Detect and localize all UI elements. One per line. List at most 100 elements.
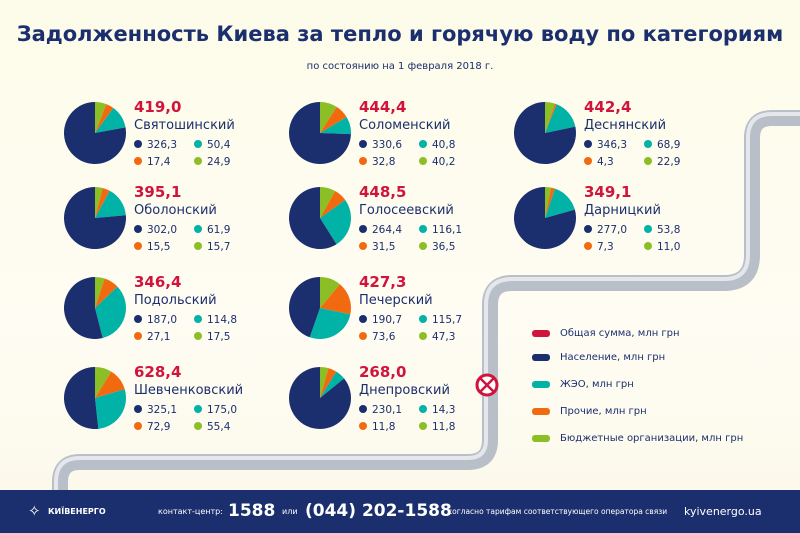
pie-slice-other	[545, 103, 557, 133]
legend-swatch-icon	[532, 354, 550, 361]
value-budget: 24,9	[194, 156, 230, 168]
pie-slice-zheo	[320, 371, 345, 398]
value-budget: 55,4	[194, 421, 230, 433]
other-dot-icon	[359, 422, 367, 430]
value-label: 7,3	[597, 241, 614, 253]
other-dot-icon	[584, 242, 592, 250]
value-other: 32,8	[359, 156, 395, 168]
district-name: Святошинский	[134, 118, 235, 133]
short-number-link[interactable]: 1588	[228, 501, 276, 521]
value-population: 190,7	[359, 314, 402, 326]
value-label: 27,1	[147, 331, 171, 343]
value-label: 11,8	[372, 421, 396, 433]
district-total: 268,0	[359, 363, 407, 381]
or-label: или	[282, 507, 298, 516]
pie-slice-budget	[95, 102, 107, 133]
budget-dot-icon	[194, 332, 202, 340]
site-link[interactable]: kyivenergo.ua	[684, 505, 762, 518]
value-label: 277,0	[597, 224, 628, 236]
zheo-dot-icon	[419, 315, 427, 323]
value-zheo: 40,8	[419, 139, 455, 151]
budget-dot-icon	[419, 332, 427, 340]
value-other: 7,3	[584, 241, 614, 253]
value-population: 325,1	[134, 404, 177, 416]
pie-slice-population	[289, 277, 320, 338]
population-dot-icon	[134, 140, 142, 148]
value-population: 330,6	[359, 139, 402, 151]
pie-slice-zheo	[320, 117, 351, 135]
value-population: 277,0	[584, 224, 627, 236]
value-label: 17,5	[207, 331, 231, 343]
value-label: 53,8	[657, 224, 681, 236]
value-budget: 22,9	[644, 156, 680, 168]
value-zheo: 114,8	[194, 314, 237, 326]
district-total: 419,0	[134, 98, 182, 116]
legend-label: Прочие, млн грн	[560, 406, 647, 417]
value-budget: 11,8	[419, 421, 455, 433]
pie-slice-population	[289, 367, 351, 429]
population-dot-icon	[134, 225, 142, 233]
legend-swatch-icon	[532, 408, 550, 415]
other-dot-icon	[359, 157, 367, 165]
value-label: 47,3	[432, 331, 456, 343]
pie-slice-other	[95, 278, 118, 308]
pie-slice-population	[514, 102, 576, 164]
other-dot-icon	[134, 332, 142, 340]
district-1: 444,4 Соломенский 330,6 40,8 32,8 40,2	[285, 98, 495, 178]
value-budget: 40,2	[419, 156, 455, 168]
population-dot-icon	[359, 140, 367, 148]
district-2: 442,4 Деснянский 346,3 68,9 4,3 22,9	[510, 98, 720, 178]
pie-slice-zheo	[309, 308, 351, 339]
other-dot-icon	[134, 422, 142, 430]
district-name: Оболонский	[134, 203, 217, 218]
pie-chart	[63, 367, 126, 429]
district-5: 349,1 Дарницкий 277,0 53,8 7,3 11,0	[510, 183, 720, 263]
value-label: 17,4	[147, 156, 171, 168]
district-name: Дарницкий	[584, 203, 661, 218]
value-label: 11,0	[657, 241, 681, 253]
pie-slice-population	[289, 187, 337, 249]
district-total: 346,4	[134, 273, 182, 291]
pie-slice-population	[514, 187, 576, 249]
district-8: 628,4 Шевченковский 325,1 175,0 72,9 55,4	[60, 363, 270, 443]
district-name: Деснянский	[584, 118, 667, 133]
legend-swatch-icon	[532, 381, 550, 388]
legend-item-budget: Бюджетные организации, млн грн	[532, 433, 743, 444]
subtitle: по состоянию на 1 февраля 2018 г.	[306, 61, 494, 72]
value-population: 187,0	[134, 314, 177, 326]
value-zheo: 61,9	[194, 224, 230, 236]
pie-slice-other	[320, 284, 351, 315]
pie-chart	[514, 187, 576, 249]
pie-slice-other	[320, 368, 337, 398]
value-label: 346,3	[597, 139, 628, 151]
district-total: 444,4	[359, 98, 407, 116]
district-name: Голосеевский	[359, 203, 454, 218]
budget-dot-icon	[644, 242, 652, 250]
population-dot-icon	[134, 405, 142, 413]
phone-link[interactable]: (044) 202-1588	[305, 501, 452, 521]
tariff-note: согласно тарифам соответствующего операт…	[448, 507, 668, 516]
district-7: 427,3 Печерский 190,7 115,7 73,6 47,3	[285, 273, 495, 353]
budget-dot-icon	[419, 422, 427, 430]
value-budget: 36,5	[419, 241, 455, 253]
value-other: 72,9	[134, 421, 170, 433]
population-dot-icon	[134, 315, 142, 323]
value-zheo: 53,8	[644, 224, 680, 236]
pie-slice-population	[289, 102, 351, 164]
budget-dot-icon	[194, 242, 202, 250]
pie-slice-other	[95, 371, 125, 398]
value-label: 330,6	[372, 139, 403, 151]
footer: ✧ КИЇВЕНЕРГО контакт-центр: 1588 или (04…	[0, 490, 800, 533]
legend-item-total: Общая сумма, млн грн	[532, 328, 680, 339]
value-label: 50,4	[207, 139, 231, 151]
pie-chart	[64, 102, 126, 164]
pie-chart	[64, 187, 126, 249]
pie-chart	[514, 102, 576, 164]
logo-text: КИЇВЕНЕРГО	[48, 507, 106, 516]
pie-slice-other	[320, 106, 347, 133]
pie-slice-zheo	[95, 286, 126, 339]
district-6: 346,4 Подольский 187,0 114,8 27,1 17,5	[60, 273, 270, 353]
pie-slice-budget	[545, 187, 552, 218]
value-population: 230,1	[359, 404, 402, 416]
